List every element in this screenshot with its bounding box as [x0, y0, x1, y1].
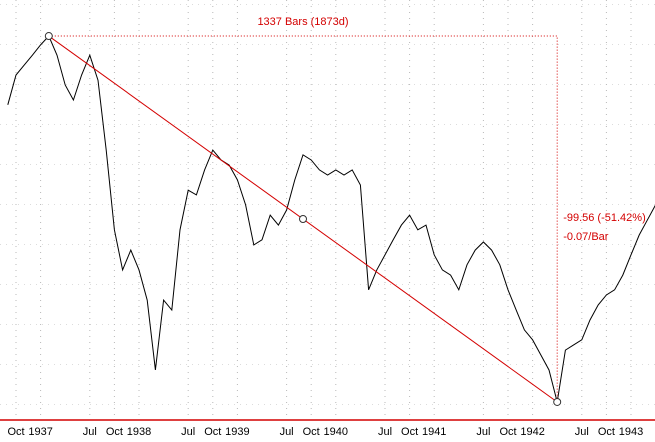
x-tick-label: Oct [499, 426, 516, 438]
x-tick-label: Jul [181, 426, 195, 438]
x-tick-label: Jul [476, 426, 490, 438]
price-line [7, 35, 655, 403]
trendline-handle [44, 32, 53, 41]
x-tick-label: 1938 [127, 426, 151, 438]
horizontal-grid [0, 0, 655, 420]
x-tick-label: 1939 [225, 426, 249, 438]
x-tick-label: 1942 [520, 426, 544, 438]
x-tick-label: Jul [378, 426, 392, 438]
trendline-handle [553, 397, 562, 406]
change-annotation: -99.56 (-51.42%) [563, 212, 646, 224]
x-tick-label: 1943 [619, 426, 643, 438]
bars-annotation: 1337 Bars (1873d) [257, 16, 348, 28]
x-tick-label: Oct [7, 426, 24, 438]
x-tick-label: Oct [204, 426, 221, 438]
x-tick-label: Jul [575, 426, 589, 438]
x-tick-label: Jul [280, 426, 294, 438]
x-tick-label: 1940 [324, 426, 348, 438]
x-tick-label: Oct [303, 426, 320, 438]
per-bar-annotation: -0.07/Bar [563, 231, 609, 243]
x-tick-label: Oct [106, 426, 123, 438]
x-tick-label: 1941 [422, 426, 446, 438]
x-tick-label: Oct [598, 426, 615, 438]
trendline-handle [299, 215, 307, 224]
x-tick-label: Oct [401, 426, 418, 438]
x-tick-label: Jul [83, 426, 97, 438]
x-tick-label: 1937 [28, 426, 52, 438]
